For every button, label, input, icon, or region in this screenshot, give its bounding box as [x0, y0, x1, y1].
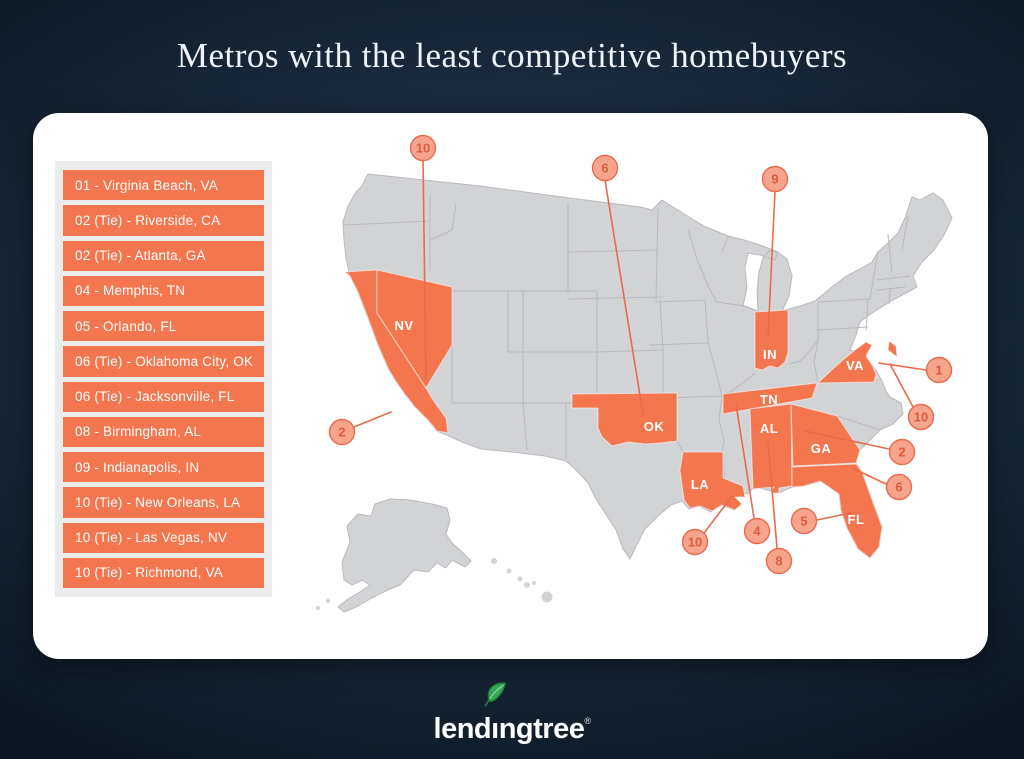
lendingtree-logo-wrap: lendıngtree®: [434, 682, 591, 745]
callout-birmingham: 8: [765, 547, 793, 575]
label-nv: NV: [394, 318, 413, 333]
callout-memphis: 4: [743, 517, 771, 545]
state-florida: [791, 463, 883, 559]
svg-text:2: 2: [898, 445, 905, 460]
callout-line-richmond: [889, 363, 914, 408]
state-indiana: [754, 309, 789, 371]
svg-text:6: 6: [601, 161, 608, 176]
state-labels: CA NV OK LA TN AL GA FL IN VA: [361, 318, 864, 527]
state-virginia: [817, 341, 877, 384]
logo-text-post: ngtree: [498, 713, 585, 745]
callout-line-jacksonville: [851, 467, 887, 485]
callout-line-virginia-beach: [878, 362, 927, 371]
callout-line-orlando: [816, 511, 856, 521]
alaska-island: [325, 598, 331, 604]
ranking-item: 06 (Tie) - Jacksonville, FL: [63, 381, 264, 412]
state-virginia-eastern-shore: [887, 340, 898, 358]
label-va: VA: [846, 358, 864, 373]
callout-richmond: 10: [907, 403, 935, 431]
svg-text:10: 10: [688, 535, 702, 550]
state-alabama: [749, 403, 793, 494]
label-fl: FL: [848, 512, 865, 527]
ranking-item: 02 (Tie) - Atlanta, GA: [63, 240, 264, 271]
page-title: Metros with the least competitive homebu…: [176, 36, 848, 75]
callout-line-atlanta: [804, 430, 890, 450]
label-la: LA: [691, 477, 709, 492]
svg-text:9: 9: [771, 172, 778, 187]
svg-text:8: 8: [775, 554, 782, 569]
label-al: AL: [760, 421, 778, 436]
ranking-item: 10 (Tie) - New Orleans, LA: [63, 487, 264, 518]
alaska-island: [316, 606, 320, 610]
svg-text:5: 5: [800, 514, 807, 529]
callout-lines: [353, 159, 927, 549]
label-ok: OK: [644, 419, 665, 434]
callout-atlanta: 2: [888, 438, 916, 466]
ranking-item: 06 (Tie) - Oklahoma City, OK: [63, 346, 264, 377]
svg-text:10: 10: [416, 141, 430, 156]
callout-virginia-beach: 1: [925, 356, 953, 384]
callout-jacksonville: 6: [885, 473, 913, 501]
logo-text-i: ı: [491, 713, 499, 745]
ranking-item: 10 (Tie) - Las Vegas, NV: [63, 522, 264, 553]
callout-indianapolis: 9: [761, 165, 789, 193]
callout-new-orleans: 10: [681, 528, 709, 556]
ranking-item: 02 (Tie) - Riverside, CA: [63, 205, 264, 236]
ranking-item: 01 - Virginia Beach, VA: [63, 170, 264, 201]
state-tennessee: [722, 382, 818, 415]
svg-text:6: 6: [895, 480, 902, 495]
callout-line-riverside: [353, 411, 392, 428]
logo-text: lendıngtree®: [434, 713, 591, 745]
state-oklahoma: [571, 392, 678, 447]
callout-las-vegas: 10: [409, 134, 437, 162]
ranking-item: 08 - Birmingham, AL: [63, 416, 264, 447]
ranking-item: 04 - Memphis, TN: [63, 275, 264, 306]
ranking-list: 01 - Virginia Beach, VA 02 (Tie) - River…: [55, 161, 272, 597]
label-in: IN: [763, 347, 777, 362]
ranking-item: 05 - Orlando, FL: [63, 311, 264, 342]
callout-line-las-vegas: [422, 159, 427, 381]
registered-mark: ®: [584, 716, 591, 726]
svg-text:2: 2: [338, 425, 345, 440]
hawaii: [491, 558, 553, 603]
ranking-item: 10 (Tie) - Richmond, VA: [63, 557, 264, 588]
callout-riverside: 2: [328, 418, 356, 446]
callout-line-birmingham: [767, 440, 778, 549]
state-borders: [343, 195, 911, 491]
label-ga: GA: [811, 441, 832, 456]
state-nevada: [376, 269, 453, 389]
label-tn: TN: [760, 392, 778, 407]
callout-line-indianapolis: [767, 191, 776, 338]
callout-orlando: 5: [790, 507, 818, 535]
svg-text:10: 10: [914, 410, 928, 425]
label-ca: CA: [361, 350, 381, 365]
svg-text:4: 4: [753, 524, 761, 539]
callout-line-memphis: [735, 403, 755, 519]
state-louisiana: [679, 451, 746, 512]
alaska: [337, 498, 472, 613]
callout-markers: 10 6 9 1 10 2 6 5: [328, 134, 953, 575]
callout-oklahoma-city: 6: [591, 154, 619, 182]
ranking-item: 09 - Indianapolis, IN: [63, 452, 264, 483]
lendingtree-logo: lendıngtree®: [0, 682, 1024, 745]
leaf-icon: [484, 682, 506, 707]
logo-text-pre: lend: [433, 713, 492, 745]
callout-line-new-orleans: [703, 494, 734, 534]
svg-text:1: 1: [935, 363, 942, 378]
callout-line-oklahoma-city: [604, 179, 644, 415]
